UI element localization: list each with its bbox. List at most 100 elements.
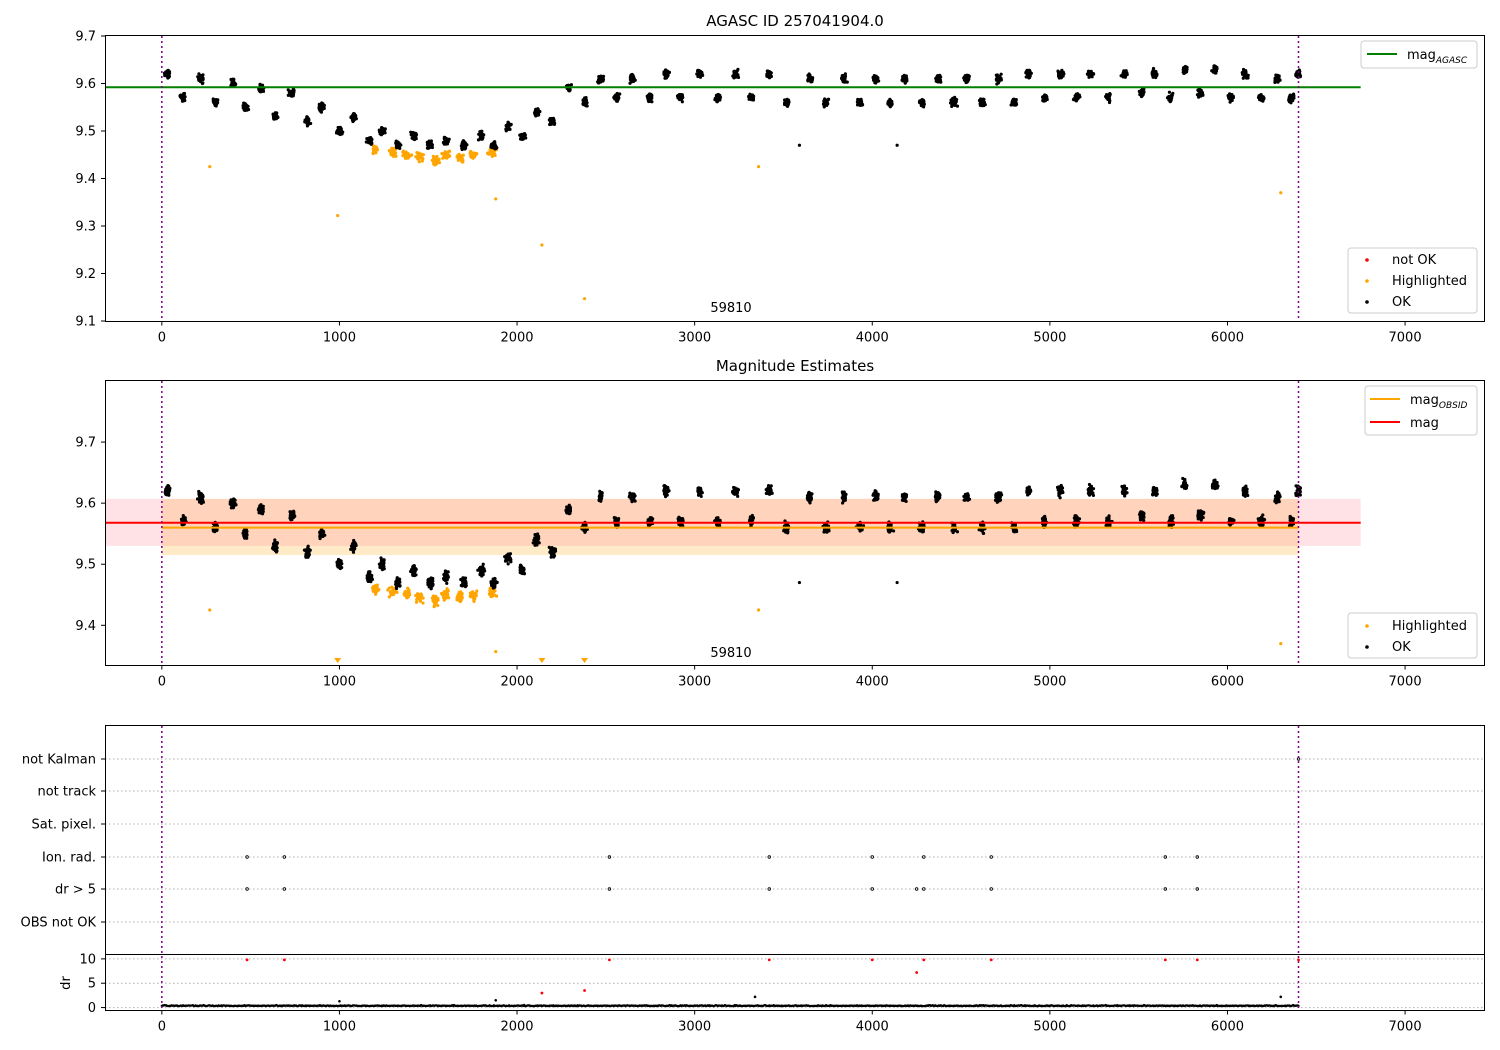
data-point bbox=[598, 75, 602, 79]
panel-title: Magnitude Estimates bbox=[716, 357, 874, 375]
data-point bbox=[336, 557, 341, 562]
data-point bbox=[425, 140, 429, 144]
data-point bbox=[662, 484, 666, 488]
highlighted-point bbox=[395, 590, 399, 595]
data-point bbox=[665, 70, 669, 74]
data-point bbox=[443, 569, 447, 573]
highlighted-point bbox=[390, 146, 394, 150]
data-point bbox=[166, 68, 170, 72]
legend-lines: magAGASC bbox=[1360, 40, 1478, 69]
data-point bbox=[1198, 93, 1202, 97]
data-point bbox=[351, 119, 355, 124]
data-point bbox=[444, 574, 448, 578]
data-point bbox=[273, 543, 277, 547]
data-point bbox=[663, 495, 668, 499]
highlighted-point bbox=[494, 649, 498, 654]
data-point bbox=[548, 122, 552, 127]
data-point bbox=[1170, 93, 1174, 97]
highlighted-point bbox=[416, 157, 420, 161]
data-point bbox=[550, 122, 554, 126]
data-point bbox=[504, 558, 508, 563]
data-point bbox=[336, 125, 340, 130]
agasc-magnitude-panel: AGASC ID 257041904.0 0 1000 2000 3000 4000 50… bbox=[75, 12, 1485, 346]
highlighted-point bbox=[421, 153, 425, 157]
highlighted-point bbox=[432, 160, 436, 164]
data-point bbox=[874, 77, 879, 82]
data-point bbox=[1012, 98, 1016, 102]
data-point bbox=[304, 548, 308, 552]
data-point bbox=[338, 131, 342, 135]
highlighted-point bbox=[208, 165, 212, 169]
data-point bbox=[481, 136, 485, 140]
data-point bbox=[891, 529, 896, 533]
data-point bbox=[1088, 71, 1092, 75]
data-point bbox=[429, 582, 434, 586]
data-point bbox=[412, 574, 417, 578]
data-point bbox=[292, 509, 296, 513]
data-point bbox=[350, 116, 354, 120]
data-point bbox=[1182, 65, 1187, 69]
data-point bbox=[717, 93, 721, 97]
data-point bbox=[922, 99, 926, 104]
y-tick-label: 9.5 bbox=[75, 125, 96, 140]
highlighted-point bbox=[459, 598, 463, 602]
data-point bbox=[1105, 95, 1109, 99]
data-point bbox=[379, 556, 383, 560]
data-point bbox=[895, 143, 899, 147]
data-point bbox=[1273, 78, 1277, 83]
data-point bbox=[351, 545, 355, 550]
data-point bbox=[233, 502, 237, 506]
data-point bbox=[244, 531, 249, 535]
highlighted-point bbox=[416, 594, 421, 598]
data-point bbox=[599, 496, 603, 500]
data-point bbox=[732, 69, 736, 74]
data-point bbox=[478, 565, 482, 570]
data-point bbox=[995, 82, 999, 86]
data-point bbox=[967, 77, 971, 81]
data-point bbox=[905, 77, 909, 81]
data-point bbox=[822, 530, 826, 534]
highlighted-point bbox=[492, 590, 496, 594]
data-point bbox=[873, 74, 877, 78]
data-point bbox=[1029, 71, 1033, 75]
highlighted-point bbox=[420, 156, 424, 160]
data-point bbox=[1013, 101, 1017, 105]
data-point bbox=[714, 516, 719, 520]
data-point bbox=[289, 513, 293, 517]
highlighted-point bbox=[420, 159, 424, 163]
data-point bbox=[1123, 71, 1127, 75]
highlighted-point bbox=[468, 152, 472, 156]
data-point bbox=[1151, 66, 1156, 71]
data-point bbox=[618, 92, 622, 96]
data-point bbox=[978, 102, 982, 106]
data-point bbox=[318, 106, 322, 110]
data-point bbox=[195, 497, 200, 501]
highlighted-point bbox=[460, 160, 464, 164]
data-point bbox=[784, 98, 788, 102]
data-point bbox=[567, 503, 571, 507]
data-point bbox=[504, 555, 508, 559]
data-point bbox=[1288, 97, 1292, 101]
data-point bbox=[410, 136, 414, 140]
data-point bbox=[306, 545, 310, 549]
data-point bbox=[736, 67, 740, 71]
points-layer bbox=[162, 64, 1303, 301]
data-point bbox=[427, 144, 431, 148]
data-point bbox=[713, 96, 717, 100]
data-point bbox=[698, 75, 703, 79]
data-point bbox=[786, 531, 790, 535]
data-point bbox=[504, 129, 508, 133]
highlighted-point bbox=[472, 592, 476, 597]
data-point bbox=[320, 531, 325, 535]
data-point bbox=[213, 99, 218, 103]
data-point bbox=[736, 75, 741, 80]
highlighted-point bbox=[457, 155, 461, 159]
data-point bbox=[534, 108, 538, 112]
data-point bbox=[1057, 71, 1061, 75]
data-point bbox=[201, 500, 205, 504]
data-point bbox=[429, 139, 433, 143]
data-point bbox=[460, 143, 464, 147]
data-point bbox=[953, 99, 957, 103]
data-point bbox=[412, 568, 416, 572]
highlighted-point bbox=[582, 297, 587, 301]
